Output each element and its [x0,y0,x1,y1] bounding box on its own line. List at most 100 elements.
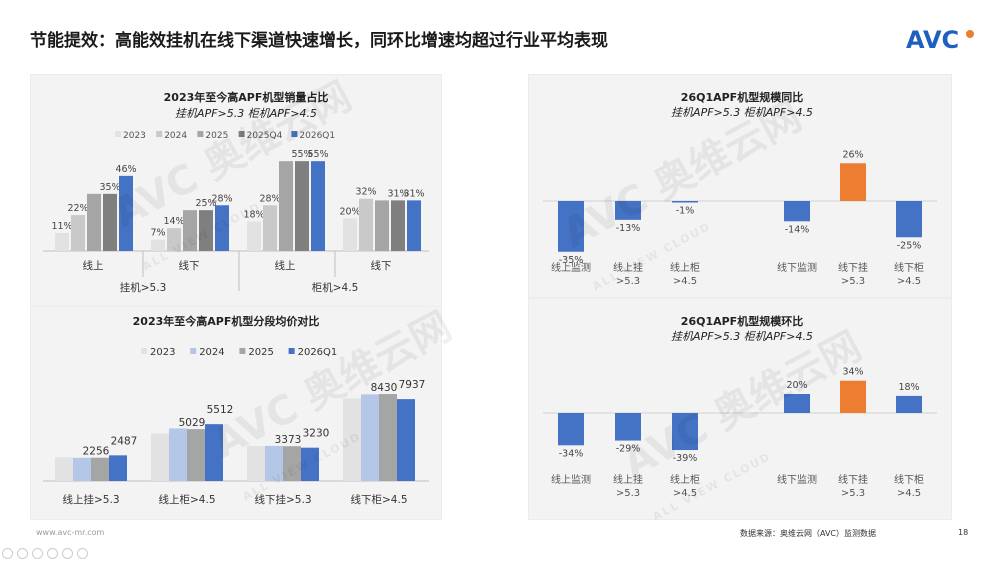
group-label: 柜机>4.5 [312,281,359,294]
category-label: 线下挂 [838,473,868,486]
category-label: >4.5 [897,488,921,499]
panel-yoy: 26Q1APF机型规模同比 挂机APF>5.3 柜机APF>4.5 -35% 线上监测… [528,74,952,298]
bar-2023-2 [247,445,265,481]
bar-2 [672,201,698,203]
legend-swatch-2023 [141,348,147,354]
category-label: 线上挂 [613,261,643,274]
bar-2023-1 [151,239,165,251]
category-label: 线下柜 [894,261,924,274]
category-label: 线上 [83,259,104,272]
bar-2025-0 [91,457,109,481]
panel-sales-share: 2023年至今高APF机型销量占比 挂机APF>5.3 柜机APF>4.5 2023… [30,74,442,308]
bar-2026Q1-1 [205,424,223,481]
legend-swatch-2025 [197,131,204,137]
legend-label-2025Q4: 2025Q4 [247,131,283,141]
data-label: 31% [403,188,424,199]
bar-2026Q1-0 [119,175,133,251]
page-title: 节能提效：高能效挂机在线下渠道快速增长，同环比增速均超过行业平均表现 [30,31,608,51]
category-label: 线上 [275,259,296,272]
legend-swatch-2026Q1 [291,131,298,137]
data-label: 28% [259,193,280,204]
bar-2024-2 [263,205,277,251]
bar-0 [558,413,584,446]
data-label: 3373 [275,434,302,446]
category-label: >4.5 [897,276,921,287]
bar-2025-0 [87,193,101,251]
zoom-icon[interactable] [62,548,73,559]
legend-swatch-2023 [115,131,121,137]
category-label: >4.5 [673,488,697,499]
data-label: 7% [150,228,165,239]
next-slide-icon[interactable] [17,548,28,559]
data-label: 2487 [111,435,138,447]
slideshow-toolbar [2,548,88,559]
data-label: 46% [115,164,136,175]
legend-swatch-2025 [239,348,246,354]
category-label: >5.3 [616,488,640,499]
bar-1 [615,201,641,220]
data-label: 7937 [399,379,426,391]
bar-2023-0 [55,457,73,481]
data-label: -14% [785,224,810,235]
data-label: 26% [842,149,863,160]
data-label: -1% [676,205,695,216]
data-label: 20% [786,380,807,391]
bar-2024-0 [71,215,85,251]
page-number: 18 [958,528,969,537]
bar-2023-2 [247,221,261,251]
bar-2023-1 [151,433,169,481]
bar-2026Q1-2 [311,161,325,251]
avc-logo: AVC [906,26,974,54]
category-label: 线下监测 [777,261,817,274]
data-label: 18% [898,382,919,393]
data-label: 55% [307,149,328,160]
data-label: 14% [163,216,184,227]
bar-2023-0 [55,233,69,251]
bar-2025-1 [187,429,205,481]
legend-label-2026Q1: 2026Q1 [299,131,335,141]
bar-2024-3 [361,394,379,481]
pen-icon[interactable] [32,548,43,559]
data-label: 28% [211,193,232,204]
chart-avg-price: 2023年至今高APF机型分段均价对比 2023 2024 2025 2026Q1 225… [43,314,429,506]
logo-dot [966,30,974,38]
data-label: 55% [291,149,312,160]
more-options-icon[interactable] [77,548,88,559]
bar-2025-2 [279,161,293,251]
category-label: 线上挂>5.3 [63,493,120,506]
data-label: 5512 [207,404,234,416]
bar-5 [896,201,922,238]
data-label: 3230 [303,428,330,440]
chart-title: 26Q1APF机型规模同比 [681,90,803,104]
data-label: 35% [99,182,120,193]
bar-2025Q4-2 [295,161,309,251]
chart-title: 2023年至今高APF机型销量占比 [164,90,329,104]
data-label: 25% [195,198,216,209]
category-label: 线上柜>4.5 [159,493,216,506]
chart-subtitle: 挂机APF>5.3 柜机APF>4.5 [671,106,813,119]
panel-qoq: 26Q1APF机型规模环比 挂机APF>5.3 柜机APF>4.5 -34% 线上监测… [528,298,952,520]
bar-2026Q1-2 [301,447,319,481]
bar-3 [784,201,810,222]
data-label: -25% [897,240,922,251]
data-label: -29% [616,444,641,455]
slides-grid-icon[interactable] [47,548,58,559]
bar-2025-2 [283,446,301,481]
category-label: >5.3 [616,276,640,287]
prev-slide-icon[interactable] [2,548,13,559]
data-label: 22% [67,203,88,214]
legend-label-2023: 2023 [123,131,146,141]
bar-2025-3 [379,394,397,481]
footer-website[interactable]: www.avc-mr.com [36,528,105,537]
data-label: 20% [339,206,360,217]
chart-title: 2023年至今高APF机型分段均价对比 [133,314,320,328]
legend-label-2024: 2024 [164,131,187,141]
category-label: 线下 [371,259,392,272]
bar-4 [840,163,866,201]
data-label: 34% [842,367,863,378]
bar-2023-3 [343,218,357,251]
bar-2025Q4-3 [391,200,405,251]
category-label: 线下柜>4.5 [351,493,408,506]
category-label: 线下 [179,259,200,272]
